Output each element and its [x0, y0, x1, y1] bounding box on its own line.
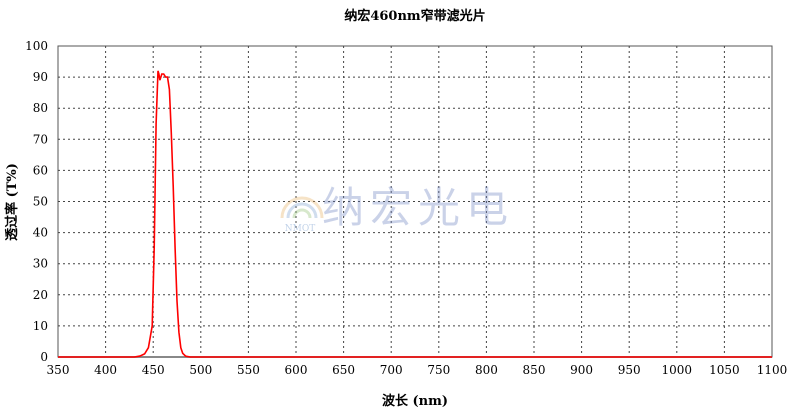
y-tick-label: 60 [33, 163, 48, 177]
x-tick-label: 850 [523, 363, 546, 377]
y-tick-label: 20 [33, 288, 48, 302]
x-tick-label: 800 [475, 363, 498, 377]
watermark: NMOT 纳宏光电 [280, 183, 514, 234]
x-axis-label: 波长 (nm) [382, 393, 448, 409]
y-tick-label: 10 [33, 319, 48, 333]
y-tick-label: 0 [40, 350, 48, 364]
y-tick-label: 90 [33, 70, 48, 84]
y-tick-label: 30 [33, 257, 48, 271]
y-tick-label: 100 [25, 39, 48, 53]
x-tick-label: 500 [189, 363, 212, 377]
x-tick-label: 550 [237, 363, 260, 377]
x-tick-label: 700 [380, 363, 403, 377]
y-tick-label: 50 [33, 195, 48, 209]
series-layer [58, 70, 772, 358]
ticks: 350 400 450 500 550 600 650 700 750 800 850 900 950 1… [25, 39, 787, 377]
watermark-text: 纳宏光电 [322, 183, 514, 232]
x-tick-label: 400 [94, 363, 117, 377]
x-tick-label: 900 [570, 363, 593, 377]
x-tick-label: 750 [427, 363, 450, 377]
x-tick-label: 1000 [662, 363, 693, 377]
y-tick-label: 40 [33, 226, 48, 240]
x-tick-label: 950 [618, 363, 641, 377]
x-tick-label: 650 [332, 363, 355, 377]
x-tick-label: 350 [47, 363, 70, 377]
y-tick-label: 70 [33, 132, 48, 146]
series-line [58, 70, 772, 358]
x-tick-label: 450 [142, 363, 165, 377]
y-tick-label: 80 [33, 101, 48, 115]
logo-icon [280, 196, 324, 219]
x-tick-label: 600 [285, 363, 308, 377]
chart-title: 纳宏460nm窄带滤光片 [344, 8, 485, 24]
y-axis-label: 透过率 (T%) [4, 163, 20, 241]
x-tick-label: 1100 [757, 363, 788, 377]
x-tick-label: 1050 [709, 363, 740, 377]
watermark-logo-text: NMOT [285, 224, 315, 234]
